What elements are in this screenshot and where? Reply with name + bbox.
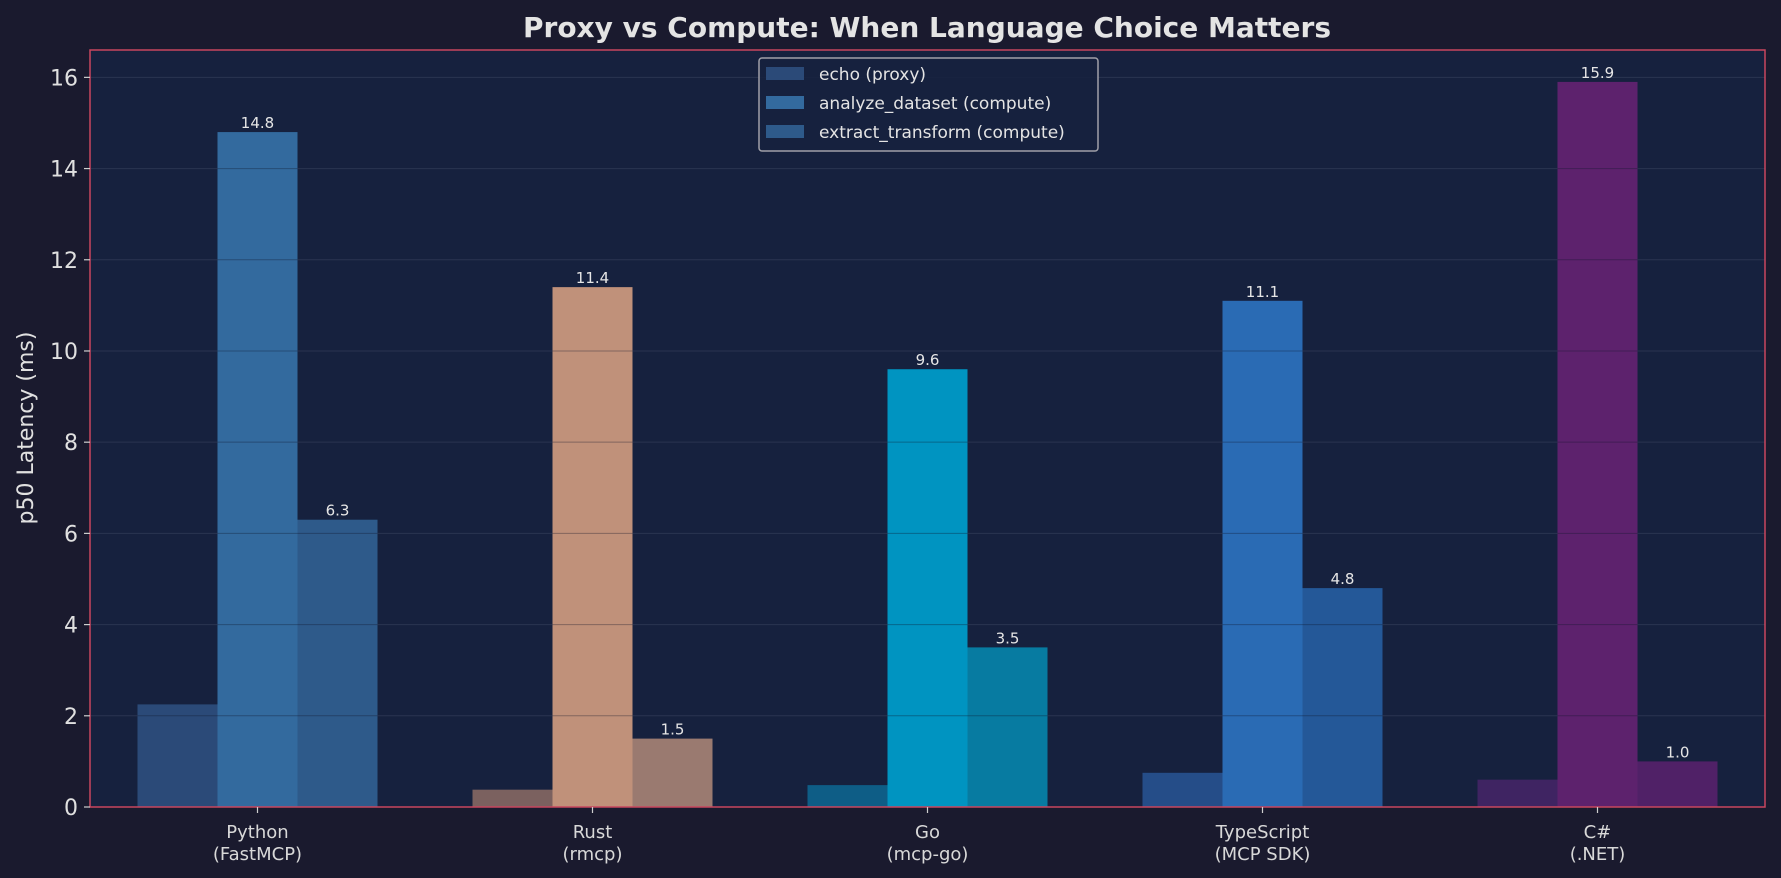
data-label: 6.3 — [326, 502, 350, 520]
legend-label: analyze_dataset (compute) — [819, 94, 1051, 114]
bar-3-3 — [967, 647, 1048, 807]
bar-grid-overlay — [137, 168, 1638, 717]
data-label: 14.8 — [241, 114, 274, 132]
legend-label: echo (proxy) — [819, 65, 926, 85]
bar-3-2 — [887, 369, 968, 807]
chart-title: Proxy vs Compute: When Language Choice M… — [523, 11, 1331, 44]
bar-4-1 — [1142, 772, 1223, 807]
data-labels: 14.8 6.3 11.4 1.5 9.6 3.5 11.1 4.8 15.9 1.0 — [241, 64, 1690, 761]
legend-box — [758, 57, 1099, 152]
data-label: 11.1 — [1246, 283, 1279, 301]
bar-1-1 — [137, 704, 218, 807]
y-tick-label: 10 — [50, 340, 78, 365]
y-tick-label: 14 — [50, 158, 78, 183]
x-tick-label: Python — [226, 822, 288, 843]
legend: echo (proxy) analyze_dataset (compute) ext… — [758, 57, 1099, 152]
data-label: 1.5 — [661, 721, 685, 739]
data-label: 15.9 — [1581, 64, 1614, 82]
bar-4-3 — [1302, 588, 1383, 807]
x-tick-sublabel: (MCP SDK) — [1215, 844, 1311, 865]
legend-swatch — [766, 67, 804, 80]
bar-2-3 — [632, 738, 713, 807]
x-axis-ticks: Python(FastMCP) Rust(rmcp) Go(mcp-go) TypeS… — [213, 807, 1625, 865]
y-axis-ticks: 0 2 4 6 8 10 12 14 16 — [50, 66, 90, 821]
data-label: 9.6 — [916, 351, 940, 369]
bars — [137, 81, 1718, 808]
y-tick-label: 0 — [64, 796, 78, 821]
bar-5-3 — [1637, 761, 1718, 807]
y-axis-label: p50 Latency (ms) — [14, 332, 39, 525]
x-tick-label: C# — [1584, 822, 1612, 843]
legend-swatch — [766, 125, 804, 138]
bar-1-2 — [217, 132, 298, 807]
bar-4-2 — [1222, 300, 1303, 807]
bar-3-1 — [807, 785, 888, 807]
bar-2-1 — [472, 789, 553, 807]
data-label: 1.0 — [1666, 743, 1690, 761]
y-tick-label: 12 — [50, 249, 78, 274]
data-label: 11.4 — [576, 269, 609, 287]
x-tick-sublabel: (rmcp) — [563, 844, 623, 865]
legend-label: extract_transform (compute) — [819, 123, 1065, 143]
x-tick-label: Rust — [573, 822, 613, 843]
data-label: 4.8 — [1331, 570, 1355, 588]
bar-5-1 — [1477, 779, 1558, 807]
bar-5-2 — [1557, 81, 1638, 808]
data-label: 3.5 — [996, 629, 1020, 647]
x-tick-label: TypeScript — [1215, 822, 1310, 843]
legend-swatch — [766, 96, 804, 109]
x-tick-sublabel: (.NET) — [1570, 844, 1626, 865]
x-tick-sublabel: (FastMCP) — [213, 844, 302, 865]
y-tick-label: 6 — [64, 522, 78, 547]
x-tick-sublabel: (mcp-go) — [887, 844, 969, 865]
y-tick-label: 16 — [50, 66, 78, 91]
y-tick-label: 8 — [64, 431, 78, 456]
bar-1-3 — [297, 519, 378, 807]
y-tick-label: 2 — [64, 705, 78, 730]
x-tick-label: Go — [915, 822, 940, 843]
bar-2-2 — [552, 287, 633, 807]
y-tick-label: 4 — [64, 614, 78, 639]
